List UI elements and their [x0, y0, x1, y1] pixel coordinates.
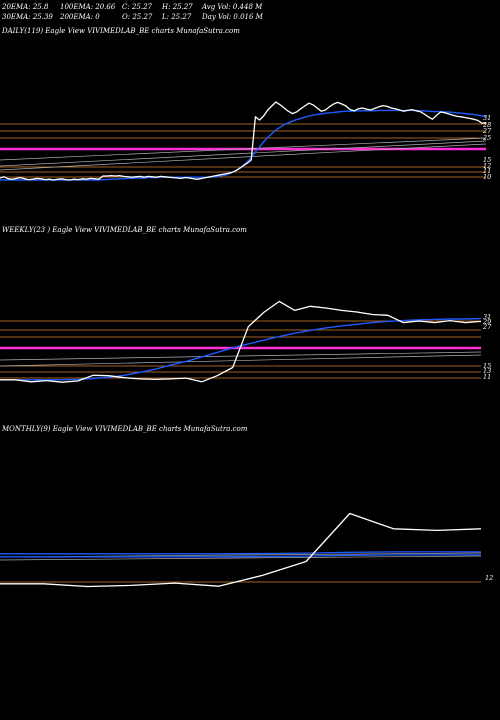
- weekly-price-label-5: 11: [483, 373, 491, 381]
- weekly-grey-average-line-0: [0, 351, 482, 361]
- close-label: C: 25.27: [122, 3, 152, 11]
- ema20-label: 20EMA: 25.8: [2, 3, 49, 11]
- daily-grey-average-line-1: [0, 140, 487, 167]
- day-volume-label: Day Vol: 0.016 M: [202, 13, 263, 21]
- monthly-blue-ema-line-1: [0, 554, 481, 558]
- weekly-grey-average-line-1: [0, 354, 482, 367]
- daily-grey-average-line-0: [0, 137, 487, 161]
- ema30-label: 30EMA: 25.39: [2, 13, 53, 21]
- open-label: O: 25.27: [122, 13, 153, 21]
- weekly-price-label-2: 27: [482, 323, 492, 331]
- daily-price-label-4: 15: [483, 156, 491, 164]
- daily-price-label-1: 28: [482, 121, 491, 129]
- ema200-label: 200EMA: 0: [60, 13, 100, 21]
- weekly-price-line: [0, 300, 482, 383]
- low-label: L: 25.27: [162, 13, 192, 21]
- monthly-price-line: [0, 512, 482, 588]
- weekly-price-label-1: 29: [482, 318, 491, 326]
- daily-price-label-6: 11: [483, 167, 491, 175]
- monthly-chart-panel: 12: [0, 512, 493, 588]
- daily-blue-ema-line: [0, 109, 487, 181]
- monthly-grey-average-line-1: [0, 555, 482, 561]
- monthly-blue-ema-line-0: [0, 551, 481, 555]
- daily-grey-average-line-2: [0, 143, 487, 171]
- weekly-price-label-4: 13: [483, 367, 491, 375]
- daily-price-label-0: 31: [483, 114, 491, 122]
- weekly-price-label-3: 15: [483, 362, 491, 370]
- high-label: H: 25.27: [162, 3, 193, 11]
- avg-volume-label: Avg Vol: 0.448 M: [202, 3, 263, 11]
- weekly-price-label-0: 31: [483, 313, 491, 321]
- weekly-chart-title: WEEKLY(23 ) Eagle View VIVIMEDLAB_BE cha…: [2, 226, 247, 234]
- daily-price-label-5: 12: [483, 162, 491, 170]
- monthly-price-label-0: 12: [485, 574, 493, 582]
- daily-chart-title: DAILY(119) Eagle View VIVIMEDLAB_BE char…: [2, 27, 240, 35]
- daily-price-label-7: 10: [483, 173, 491, 181]
- weekly-blue-ema-line: [0, 317, 482, 381]
- daily-price-line: [0, 101, 487, 181]
- daily-price-label-3: 25: [482, 134, 491, 142]
- daily-price-label-2: 27: [482, 127, 492, 135]
- monthly-chart-title: MONTHLY(9) Eagle View VIVIMEDLAB_BE char…: [2, 425, 248, 433]
- ema100-label: 100EMA: 20.66: [60, 3, 116, 11]
